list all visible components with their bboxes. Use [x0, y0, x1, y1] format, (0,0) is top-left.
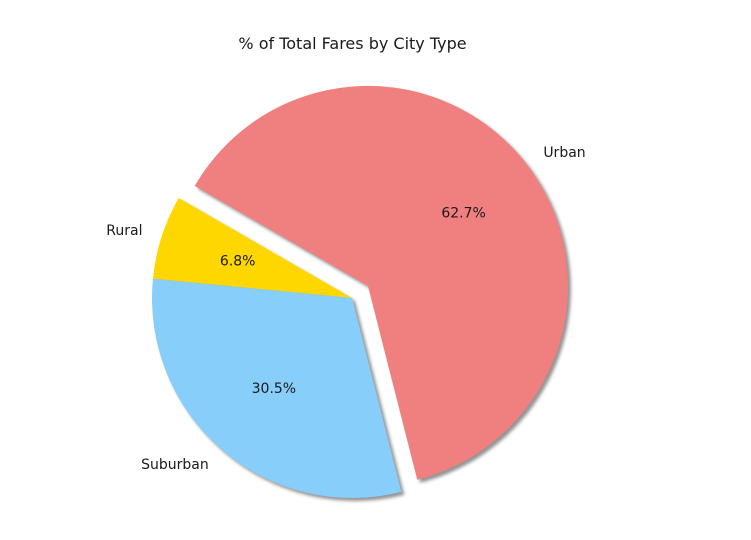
pie-slice-suburban	[152, 278, 402, 498]
pie-category-label-urban: Urban	[543, 145, 585, 161]
chart-title: % of Total Fares by City Type	[238, 34, 467, 53]
pie-category-label-suburban: Suburban	[141, 457, 209, 473]
pie-label-layer: 6.8% Rural 30.5% Suburban 62.7% Urban	[106, 145, 585, 473]
pie-slice-layer	[152, 85, 568, 498]
pie-pct-label-urban: 62.7%	[441, 205, 485, 221]
pie-category-label-rural: Rural	[106, 223, 142, 239]
pie-pct-label-suburban: 30.5%	[252, 381, 296, 397]
pie-pct-label-rural: 6.8%	[220, 253, 256, 269]
pie-slice-urban	[194, 85, 568, 480]
pie-slice-rural	[152, 198, 352, 298]
